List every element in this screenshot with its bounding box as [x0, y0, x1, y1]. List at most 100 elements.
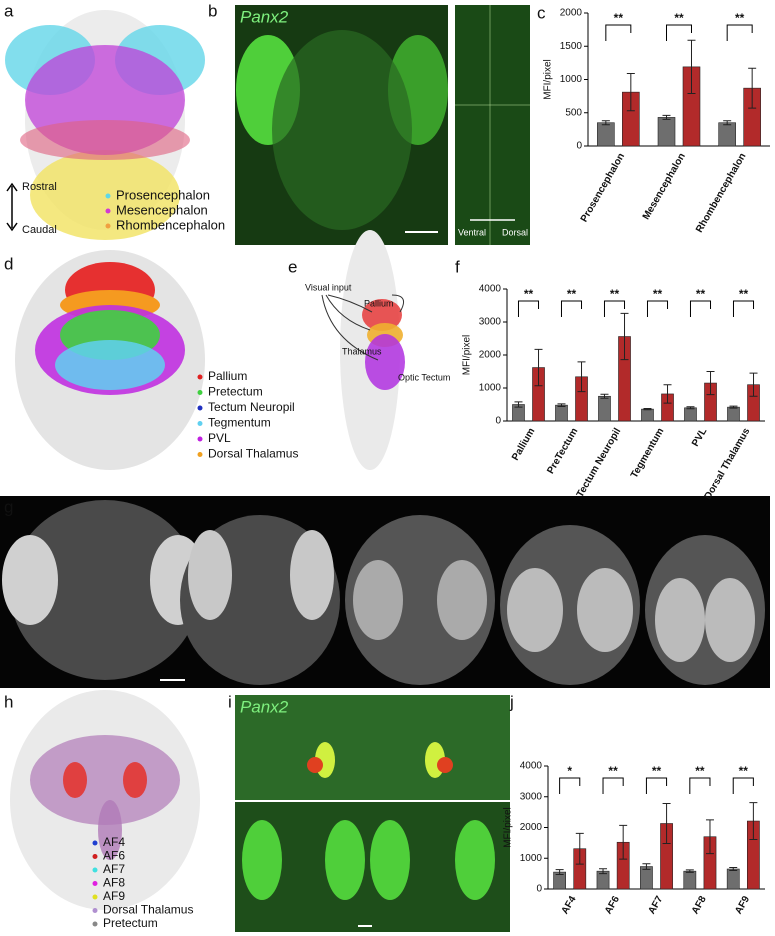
gene-label: Panx2 [240, 7, 289, 26]
legend-marker [92, 840, 98, 846]
significance-bracket [645, 777, 668, 794]
error-bar [705, 819, 714, 855]
bar [726, 868, 740, 890]
panel-letter: e [288, 257, 297, 276]
legend-label: Rhombencephalon [116, 217, 225, 232]
significance-bracket [602, 777, 624, 794]
y-tick-label: 1000 [479, 383, 502, 394]
legend-marker [105, 193, 111, 199]
significance-label: ** [739, 764, 749, 778]
significance-label: ** [608, 764, 618, 778]
panel-letter: g [4, 497, 13, 516]
gene-label: Panx2 [240, 697, 289, 716]
legend-marker [197, 390, 203, 395]
significance-label: * [567, 764, 572, 778]
legend-marker [92, 881, 98, 886]
x-tick-label: Dorsal Thalamus [703, 426, 753, 502]
significance-bracket [517, 300, 540, 317]
significance-bracket [732, 300, 755, 317]
legend-label: AF6 [103, 849, 125, 863]
bar [657, 117, 676, 147]
error-bar [662, 803, 671, 844]
y-axis-label: MFI/pixel [462, 335, 473, 376]
legend-label: Mesencephalon [116, 202, 208, 217]
x-tick-label: PreTectum [545, 426, 580, 476]
y-tick-label: 0 [495, 416, 501, 427]
significance-bracket [559, 777, 581, 794]
significance-label: ** [653, 287, 663, 301]
legend-marker [197, 421, 203, 426]
brain-diagram-h [10, 690, 200, 910]
x-tick-label: PVL [690, 426, 709, 448]
x-tick-label: Tegmentum [629, 426, 667, 480]
significance-label: ** [739, 287, 749, 301]
bar [597, 122, 615, 147]
significance-label: ** [652, 764, 662, 778]
microscopy-i [235, 695, 510, 932]
significance-bracket [666, 24, 692, 41]
significance-bracket [605, 24, 632, 41]
error-bar [685, 869, 694, 873]
legend-label: Tegmentum [208, 416, 271, 430]
significance-label: ** [696, 287, 706, 301]
legend-marker [197, 405, 203, 411]
significance-label: ** [674, 11, 684, 25]
significance-bracket [560, 300, 583, 317]
legend-label: Dorsal Thalamus [208, 447, 298, 461]
panel-letter: d [4, 254, 13, 273]
error-bar [662, 114, 671, 120]
x-tick-label: Mesencephalon [641, 151, 688, 221]
legend-label: Tectum Neuropil [208, 400, 295, 414]
bar [555, 404, 568, 422]
significance-bracket [732, 777, 754, 794]
significance-bracket [689, 300, 712, 317]
error-bar [600, 393, 609, 399]
significance-label: ** [567, 287, 577, 301]
error-bar [555, 869, 564, 876]
axis-note: Dorsal [502, 227, 528, 237]
axis-note: Caudal [22, 224, 57, 236]
y-tick-label: 3000 [520, 791, 543, 802]
bar [640, 866, 653, 890]
microscopy-g [0, 496, 770, 688]
y-tick-label: 500 [565, 107, 582, 118]
y-tick-label: 3000 [479, 317, 502, 328]
bar [718, 122, 736, 147]
legend-label: Pallium [208, 369, 247, 383]
legend-marker [197, 452, 203, 457]
panel-letter: b [208, 1, 217, 20]
x-tick-label: AF4 [560, 894, 579, 916]
error-bar [686, 406, 695, 410]
legend-marker [92, 921, 98, 927]
annotation: Visual input [305, 282, 352, 292]
legend-label: PVL [208, 431, 231, 445]
y-tick-label: 0 [536, 884, 542, 895]
x-tick-label: Prosencephalon [579, 151, 627, 224]
brain-diagram-a [5, 10, 205, 240]
error-bar [620, 312, 629, 361]
legend-marker [197, 436, 203, 442]
panel-letter: h [4, 692, 13, 711]
legend-marker [92, 894, 98, 900]
bar [683, 870, 697, 890]
legend-marker [105, 223, 111, 229]
error-bar [514, 401, 523, 408]
panel-letter: c [537, 3, 546, 22]
significance-label: ** [695, 764, 705, 778]
error-bar [575, 832, 584, 865]
brain-diagram-d [15, 250, 205, 470]
legend-label: AF8 [103, 876, 125, 890]
panel-letter: i [228, 692, 232, 711]
axis-note: Ventral [458, 227, 486, 237]
error-bar [577, 361, 586, 393]
error-bar [748, 67, 757, 109]
y-tick-label: 2000 [520, 822, 543, 833]
annotation: Thalamus [342, 346, 382, 356]
error-bar [626, 73, 635, 112]
legend-label: Pretectum [103, 916, 158, 930]
error-bar [534, 348, 543, 387]
panel-letter: j [509, 692, 514, 711]
x-tick-label: AF9 [733, 894, 752, 916]
bar [598, 395, 611, 422]
